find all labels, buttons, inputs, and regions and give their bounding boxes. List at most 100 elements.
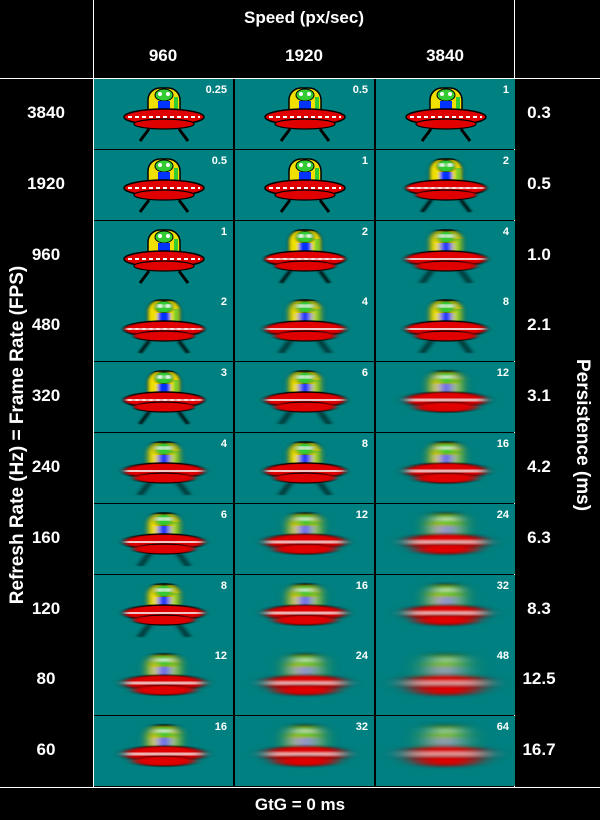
persistence-label: 12.5 — [522, 669, 556, 688]
refresh-rate-label: 160 — [31, 528, 61, 547]
motion-blur-cell: 48 — [376, 645, 515, 715]
blur-pixels-label: 16 — [214, 721, 227, 733]
blur-pixels-label: 12 — [355, 509, 368, 521]
motion-blur-cell: 2 — [94, 291, 233, 361]
motion-blur-cell: 12 — [376, 362, 515, 432]
blur-pixels-label: 16 — [355, 580, 368, 592]
motion-blur-cell: 8 — [94, 575, 233, 645]
motion-blur-cell: 0.5 — [235, 79, 374, 149]
ufo-alien-icon — [405, 87, 487, 142]
motion-blur-cell: 24 — [235, 645, 374, 715]
motion-blur-cell: 1 — [94, 221, 233, 291]
blur-pixels-label: 16 — [496, 438, 509, 450]
motion-blur-cell: 6 — [94, 504, 233, 574]
blur-pixels-label: 24 — [355, 650, 368, 662]
ufo-alien-icon — [264, 87, 346, 142]
persistence-axis-label: Persistence (ms) — [572, 358, 593, 512]
motion-blur-cell: 1 — [235, 150, 374, 220]
ufo-alien-icon — [123, 370, 205, 425]
refresh-rate-label: 320 — [31, 386, 61, 405]
ufo-alien-icon — [123, 653, 205, 696]
motion-blur-cell: 1 — [376, 79, 515, 149]
refresh-rate-label: 960 — [31, 245, 61, 264]
refresh-rate-label: 120 — [31, 599, 61, 618]
refresh-rate-label: 60 — [36, 740, 56, 759]
speed-column-3840: 3840 — [426, 46, 464, 65]
grid-line — [93, 0, 94, 787]
motion-blur-cell: 16 — [235, 575, 374, 645]
blur-pixels-label: 2 — [361, 226, 368, 238]
refresh-rate-label: 240 — [31, 457, 61, 476]
grid-line — [0, 78, 600, 79]
motion-blur-cell: 2 — [376, 150, 515, 220]
persistence-label: 4.2 — [527, 457, 551, 476]
blur-pixels-label: 6 — [361, 367, 368, 379]
blur-pixels-label: 24 — [496, 509, 509, 521]
persistence-label: 6.3 — [527, 528, 551, 547]
motion-blur-cell: 16 — [376, 433, 515, 503]
ufo-alien-icon — [264, 653, 346, 696]
motion-blur-cell: 64 — [376, 716, 515, 786]
motion-blur-cell: 0.5 — [94, 150, 233, 220]
persistence-label: 16.7 — [522, 740, 556, 759]
persistence-label: 2.1 — [527, 315, 551, 334]
blur-pixels-label: 0.25 — [205, 84, 227, 96]
ufo-alien-icon — [123, 724, 205, 767]
motion-blur-cell: 32 — [376, 575, 515, 645]
motion-blur-cell: 4 — [376, 221, 515, 291]
motion-blur-cell: 3 — [94, 362, 233, 432]
blur-pixels-label: 4 — [220, 438, 227, 450]
ufo-alien-icon — [405, 724, 487, 767]
motion-blur-cell: 4 — [235, 291, 374, 361]
persistence-label: 3.1 — [527, 386, 551, 405]
blur-pixels-label: 1 — [502, 84, 509, 96]
ufo-alien-icon — [405, 229, 487, 284]
blur-pixels-label: 12 — [496, 367, 509, 379]
grid-line — [0, 787, 600, 788]
motion-blur-cell: 24 — [376, 504, 515, 574]
blur-pixels-label: 1 — [220, 226, 227, 238]
ufo-alien-icon — [405, 512, 487, 555]
blur-pixels-label: 48 — [496, 650, 509, 662]
ufo-alien-icon — [123, 299, 205, 354]
motion-blur-cell: 12 — [94, 645, 233, 715]
blur-pixels-label: 8 — [502, 296, 509, 308]
motion-blur-cell: 8 — [376, 291, 515, 361]
ufo-alien-icon — [123, 229, 205, 284]
persistence-label: 0.3 — [527, 103, 551, 122]
ufo-alien-icon — [405, 441, 487, 484]
ufo-alien-icon — [123, 583, 205, 638]
blur-pixels-label: 8 — [361, 438, 368, 450]
persistence-label: 1.0 — [527, 245, 551, 264]
blur-pixels-label: 32 — [355, 721, 368, 733]
ufo-alien-icon — [123, 87, 205, 142]
blur-pixels-label: 6 — [220, 509, 227, 521]
ufo-alien-icon — [264, 370, 346, 425]
speed-column-960: 960 — [148, 46, 178, 65]
blur-pixels-label: 0.5 — [352, 84, 368, 96]
ufo-alien-icon — [405, 299, 487, 354]
motion-blur-cell: 6 — [235, 362, 374, 432]
gtg-footer: GtG = 0 ms — [254, 795, 346, 814]
blur-pixels-label: 2 — [220, 296, 227, 308]
blur-pixels-label: 8 — [220, 580, 227, 592]
blur-pixels-label: 0.5 — [211, 155, 227, 167]
blur-pixels-label: 64 — [496, 721, 509, 733]
refresh-rate-label: 480 — [31, 315, 61, 334]
ufo-alien-icon — [123, 158, 205, 213]
ufo-alien-icon — [264, 299, 346, 354]
refresh-rate-label: 3840 — [27, 103, 65, 122]
motion-blur-cell: 8 — [235, 433, 374, 503]
speed-header-title: Speed (px/sec) — [244, 8, 364, 27]
motion-blur-cell: 32 — [235, 716, 374, 786]
ufo-alien-icon — [123, 512, 205, 567]
motion-blur-cell: 12 — [235, 504, 374, 574]
motion-blur-cell: 4 — [94, 433, 233, 503]
ufo-alien-icon — [264, 512, 346, 555]
persistence-label: 0.5 — [527, 174, 551, 193]
blur-pixels-label: 1 — [361, 155, 368, 167]
blur-pixels-label: 2 — [502, 155, 509, 167]
blur-pixels-label: 4 — [361, 296, 368, 308]
ufo-alien-icon — [405, 583, 487, 626]
